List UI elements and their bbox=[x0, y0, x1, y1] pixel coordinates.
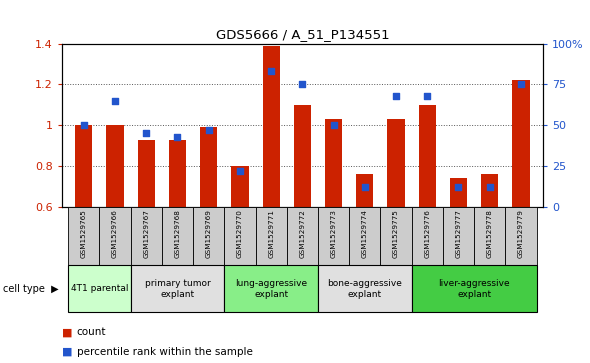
Text: ■: ■ bbox=[62, 327, 73, 337]
Bar bbox=[356, 174, 373, 207]
Bar bbox=[325, 119, 342, 207]
Text: GSM1529775: GSM1529775 bbox=[393, 209, 399, 257]
Point bbox=[235, 168, 245, 174]
Bar bbox=[287, 207, 318, 265]
Bar bbox=[130, 207, 162, 265]
Bar bbox=[318, 265, 412, 312]
Bar bbox=[169, 139, 186, 207]
Text: GSM1529769: GSM1529769 bbox=[206, 209, 212, 257]
Bar bbox=[349, 207, 381, 265]
Bar bbox=[450, 178, 467, 207]
Text: GSM1529767: GSM1529767 bbox=[143, 209, 149, 257]
Bar bbox=[381, 207, 412, 265]
Text: GSM1529774: GSM1529774 bbox=[362, 209, 368, 257]
Bar bbox=[412, 265, 536, 312]
Bar bbox=[294, 105, 311, 207]
Bar bbox=[419, 105, 436, 207]
Point bbox=[329, 122, 338, 128]
Text: GSM1529779: GSM1529779 bbox=[518, 209, 524, 257]
Bar bbox=[68, 207, 100, 265]
Bar bbox=[263, 46, 280, 207]
Text: GSM1529777: GSM1529777 bbox=[455, 209, 461, 257]
Bar bbox=[68, 265, 130, 312]
Text: GSM1529768: GSM1529768 bbox=[175, 209, 181, 257]
Text: ■: ■ bbox=[62, 347, 73, 357]
Bar bbox=[193, 207, 224, 265]
Text: GSM1529773: GSM1529773 bbox=[330, 209, 337, 257]
Bar bbox=[474, 207, 505, 265]
Point bbox=[454, 184, 463, 190]
Bar bbox=[106, 125, 124, 207]
Point bbox=[298, 81, 307, 87]
Text: liver-aggressive
explant: liver-aggressive explant bbox=[438, 278, 510, 299]
Bar bbox=[224, 207, 255, 265]
Text: GSM1529771: GSM1529771 bbox=[268, 209, 274, 257]
Text: 4T1 parental: 4T1 parental bbox=[71, 284, 128, 293]
Title: GDS5666 / A_51_P134551: GDS5666 / A_51_P134551 bbox=[215, 28, 389, 41]
Bar bbox=[75, 125, 93, 207]
Point bbox=[485, 184, 494, 190]
Bar bbox=[318, 207, 349, 265]
Point bbox=[173, 134, 182, 139]
Bar bbox=[512, 80, 530, 207]
Point bbox=[204, 127, 214, 133]
Bar bbox=[130, 265, 224, 312]
Bar bbox=[200, 127, 217, 207]
Text: GSM1529778: GSM1529778 bbox=[487, 209, 493, 257]
Text: GSM1529770: GSM1529770 bbox=[237, 209, 243, 257]
Point bbox=[360, 184, 369, 190]
Point bbox=[142, 130, 151, 136]
Bar bbox=[231, 166, 248, 207]
Bar bbox=[224, 265, 318, 312]
Text: GSM1529776: GSM1529776 bbox=[424, 209, 430, 257]
Bar bbox=[505, 207, 536, 265]
Bar bbox=[481, 174, 499, 207]
Text: GSM1529765: GSM1529765 bbox=[81, 209, 87, 257]
Point bbox=[79, 122, 88, 128]
Bar bbox=[162, 207, 193, 265]
Text: cell type  ▶: cell type ▶ bbox=[3, 284, 58, 294]
Text: lung-aggressive
explant: lung-aggressive explant bbox=[235, 278, 307, 299]
Point bbox=[267, 68, 276, 74]
Bar bbox=[388, 119, 405, 207]
Text: GSM1529766: GSM1529766 bbox=[112, 209, 118, 257]
Text: primary tumor
explant: primary tumor explant bbox=[145, 278, 211, 299]
Bar bbox=[255, 207, 287, 265]
Point bbox=[110, 98, 120, 103]
Point bbox=[422, 93, 432, 99]
Point bbox=[516, 81, 526, 87]
Text: percentile rank within the sample: percentile rank within the sample bbox=[77, 347, 253, 357]
Bar bbox=[137, 139, 155, 207]
Bar bbox=[412, 207, 443, 265]
Bar bbox=[443, 207, 474, 265]
Text: GSM1529772: GSM1529772 bbox=[299, 209, 306, 257]
Point bbox=[391, 93, 401, 99]
Text: count: count bbox=[77, 327, 106, 337]
Text: bone-aggressive
explant: bone-aggressive explant bbox=[327, 278, 402, 299]
Bar bbox=[100, 207, 130, 265]
